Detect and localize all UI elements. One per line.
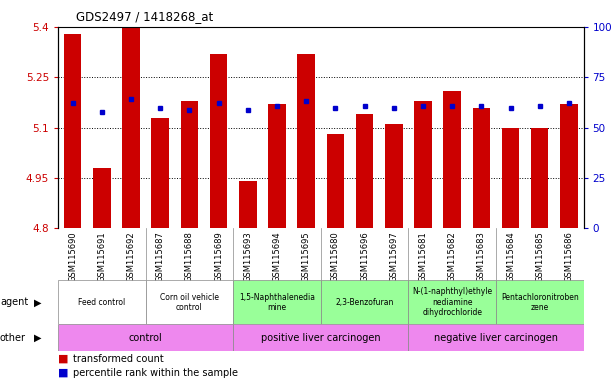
Bar (444, 91, 461, 228)
Bar (64, 34, 81, 228)
Text: transformed count: transformed count (73, 354, 164, 364)
Bar (233, 280, 321, 324)
Bar (356, 114, 373, 228)
Text: GSM115687: GSM115687 (156, 231, 165, 282)
Bar (408, 280, 496, 324)
Text: ■: ■ (58, 368, 68, 378)
Bar (181, 101, 198, 228)
Text: GSM115694: GSM115694 (273, 231, 282, 282)
Text: GSM115691: GSM115691 (97, 231, 106, 282)
Bar (210, 54, 227, 228)
Text: 2,3-Benzofuran: 2,3-Benzofuran (335, 298, 393, 307)
Bar (560, 104, 577, 228)
Text: agent: agent (0, 297, 28, 308)
Text: ■: ■ (58, 354, 68, 364)
Text: GSM115682: GSM115682 (448, 231, 456, 282)
Text: positive liver carcinogen: positive liver carcinogen (261, 333, 381, 343)
Text: GSM115690: GSM115690 (68, 231, 77, 282)
Bar (122, 27, 140, 228)
Text: GSM115693: GSM115693 (243, 231, 252, 282)
Text: GSM115696: GSM115696 (360, 231, 369, 282)
Text: GSM115684: GSM115684 (506, 231, 515, 282)
Bar (58, 280, 145, 324)
Bar (268, 104, 286, 228)
Text: GSM115685: GSM115685 (535, 231, 544, 282)
Text: GSM115689: GSM115689 (214, 231, 223, 282)
Text: GSM115697: GSM115697 (389, 231, 398, 282)
Bar (496, 280, 584, 324)
Bar (472, 108, 490, 228)
Bar (93, 168, 111, 228)
Bar (233, 324, 408, 351)
Text: ▶: ▶ (34, 333, 41, 343)
Bar (385, 124, 403, 228)
Text: percentile rank within the sample: percentile rank within the sample (73, 368, 238, 378)
Text: negative liver carcinogen: negative liver carcinogen (434, 333, 558, 343)
Text: control: control (129, 333, 163, 343)
Text: GSM115695: GSM115695 (302, 231, 310, 282)
Bar (327, 134, 344, 228)
Bar (502, 128, 519, 228)
Bar (414, 101, 432, 228)
Bar (145, 280, 233, 324)
Text: Pentachloronitroben
zene: Pentachloronitroben zene (501, 293, 579, 312)
Text: Corn oil vehicle
control: Corn oil vehicle control (160, 293, 219, 312)
Text: other: other (0, 333, 26, 343)
Bar (239, 181, 257, 228)
Bar (58, 324, 233, 351)
Text: 1,5-Naphthalenedia
mine: 1,5-Naphthalenedia mine (239, 293, 315, 312)
Text: GSM115680: GSM115680 (331, 231, 340, 282)
Bar (152, 118, 169, 228)
Bar (298, 54, 315, 228)
Text: GDS2497 / 1418268_at: GDS2497 / 1418268_at (76, 10, 214, 23)
Text: GSM115688: GSM115688 (185, 231, 194, 282)
Bar (408, 324, 584, 351)
Text: ▶: ▶ (34, 297, 41, 308)
Text: GSM115686: GSM115686 (565, 231, 573, 282)
Text: GSM115681: GSM115681 (419, 231, 428, 282)
Bar (531, 128, 549, 228)
Text: GSM115692: GSM115692 (126, 231, 136, 282)
Bar (321, 280, 408, 324)
Text: N-(1-naphthyl)ethyle
nediamine
dihydrochloride: N-(1-naphthyl)ethyle nediamine dihydroch… (412, 288, 492, 317)
Text: GSM115683: GSM115683 (477, 231, 486, 282)
Text: Feed control: Feed control (78, 298, 125, 307)
